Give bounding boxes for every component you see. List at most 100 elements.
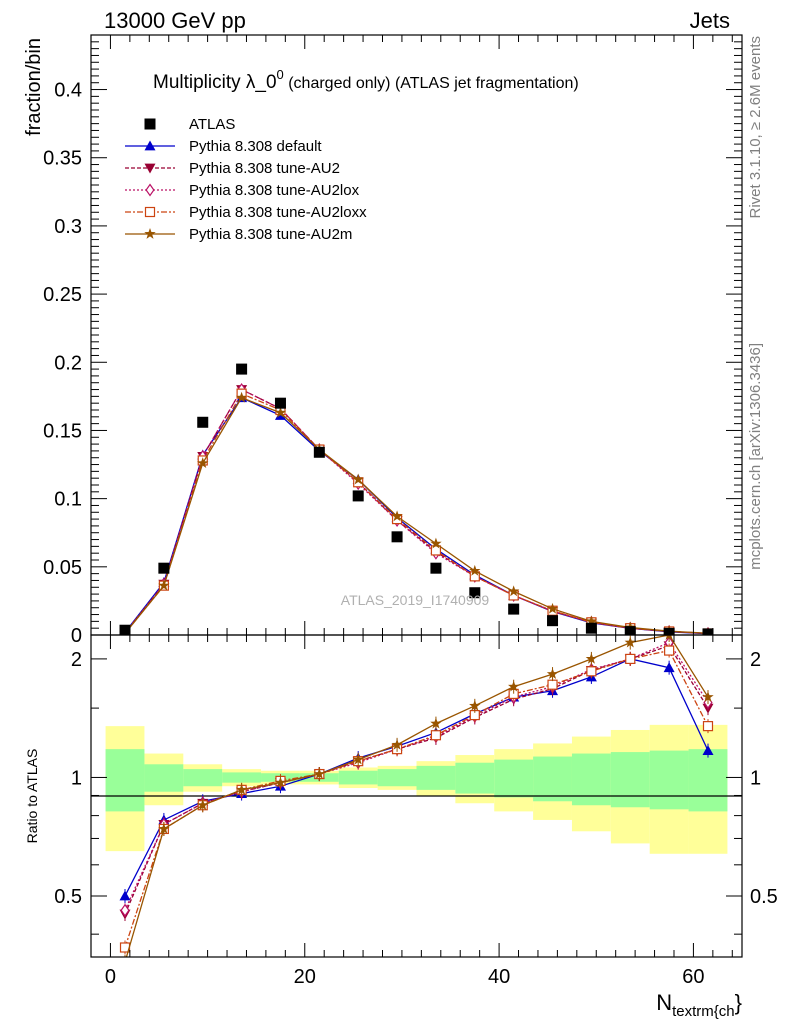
- band-inner-bin: [222, 772, 262, 783]
- ratio-4-point: [585, 652, 598, 664]
- ratio-3-point: [430, 730, 442, 741]
- y-tick-label: 0.2: [54, 352, 82, 374]
- series-4-point: [546, 602, 559, 614]
- ratio-tick-label-left: 1: [71, 767, 82, 789]
- ratio-3-point: [547, 679, 558, 690]
- ratio-2-point: [120, 903, 130, 917]
- ratio-4-point: [665, 635, 673, 640]
- atlas-data-point: [119, 624, 131, 635]
- series-4-point: [352, 473, 364, 485]
- ratio-0-point: [119, 890, 131, 901]
- ratio-4-point: [158, 822, 170, 834]
- legend-label: Pythia 8.308 default: [189, 138, 322, 155]
- ratio-series-layer: [119, 635, 714, 957]
- legend-marker: [144, 228, 156, 239]
- legend-marker: [144, 163, 156, 174]
- ratio-4-point: [546, 668, 559, 679]
- ratio-4-point: [197, 799, 209, 811]
- ratio-frame: [90, 634, 743, 958]
- y-tick-label: 0.05: [43, 557, 82, 579]
- legend: ATLAS Pythia 8.308 default Pythia 8.308 tu…: [125, 116, 367, 243]
- x-tick-label: 60: [682, 966, 704, 988]
- legend-label: Pythia 8.308 tune-AU2: [189, 160, 340, 177]
- atlas-data-point: [158, 562, 170, 574]
- ratio-4-point: [352, 753, 364, 765]
- ratio-0-point: [702, 745, 714, 755]
- atlas-data-point: [313, 446, 325, 458]
- ratio-3-point: [625, 653, 636, 665]
- band-inner-bin: [416, 765, 456, 790]
- band-inner-bin: [338, 770, 378, 785]
- atlas-data-point: [469, 587, 481, 599]
- series-line-3: [124, 392, 709, 635]
- ratio-4-point: [235, 783, 248, 795]
- ratio-line-4: [125, 635, 709, 957]
- series-4-point: [274, 406, 287, 418]
- atlas-data-point: [702, 628, 714, 635]
- ratio-4-point: [507, 680, 520, 692]
- atlas-data-point: [624, 626, 636, 635]
- ratio-4-point: [624, 636, 636, 648]
- atlas-data-point: [547, 615, 559, 627]
- ratio-axis-label: Ratio to ATLAS: [24, 749, 40, 844]
- series-4-point: [430, 537, 442, 549]
- ratio-4-point: [430, 717, 442, 729]
- ratio-4-point: [313, 768, 326, 779]
- atlas-data-point: [352, 490, 364, 502]
- y-tick-label: 0.4: [54, 80, 82, 102]
- ratio-tick-label-right: 0.5: [750, 886, 778, 908]
- y-axis-label: fraction/bin: [23, 38, 45, 136]
- ratio-4-point: [391, 738, 403, 750]
- ratio-4-point: [274, 776, 287, 788]
- series-4-point: [469, 564, 481, 576]
- atlas-data-point: [197, 416, 209, 428]
- legend-marker: [144, 206, 156, 218]
- atlas-data-point: [274, 397, 286, 409]
- atlas-data-point: [236, 363, 248, 375]
- x-tick-label: 40: [488, 966, 510, 988]
- atlas-data-point: [585, 622, 597, 634]
- atlas-data-point: [663, 627, 675, 635]
- atlas-data-point: [430, 562, 442, 574]
- series-4-point: [391, 510, 403, 522]
- mcplots-label: mcplots.cern.ch [arXiv:1306.3436]: [747, 343, 764, 570]
- ratio-line-3: [124, 649, 709, 948]
- series-line-1: [124, 388, 709, 635]
- band-inner-bin: [105, 749, 145, 812]
- band-inner-bin: [688, 749, 728, 812]
- ratio-tick-label-left: 2: [71, 649, 82, 671]
- legend-label: ATLAS: [189, 116, 235, 133]
- legend-label: Pythia 8.308 tune-AU2loxx: [189, 204, 367, 221]
- atlas-data-point: [391, 531, 403, 543]
- band-inner-bin: [144, 764, 184, 792]
- legend-label: Pythia 8.308 tune-AU2m: [189, 226, 352, 243]
- band-inner-bin: [571, 753, 611, 806]
- ratio-4-point: [702, 691, 714, 702]
- header-right: Jets: [690, 8, 730, 33]
- y-tick-label: 0.1: [54, 489, 82, 511]
- series-4-point: [158, 579, 170, 591]
- header-left: 13000 GeV pp: [104, 8, 246, 33]
- legend-marker: [144, 140, 156, 151]
- x-tick-label: 20: [294, 966, 316, 988]
- ratio-tick-label-left: 0.5: [54, 886, 82, 908]
- band-inner-bin: [494, 759, 534, 798]
- rivet-label: Rivet 3.1.10, ≥ 2.6M events: [747, 36, 764, 219]
- series-4-point: [507, 585, 520, 597]
- ratio-4-point: [469, 699, 481, 711]
- band-inner-bin: [183, 769, 223, 787]
- y-tick-label: 0.35: [43, 148, 82, 170]
- y-tick-label: 0.25: [43, 284, 82, 306]
- chart-title: Multiplicity λ_00 (charged only) (ATLAS …: [153, 67, 579, 93]
- y-tick-label: 0.3: [54, 216, 82, 238]
- band-inner-bin: [610, 752, 650, 808]
- axis-ticks: 0 20 40 60 0 0.05 0.1 0.15 0.2 0.25 0.3 0.35 0.4 0.5 0…: [43, 34, 778, 988]
- band-inner-bin: [455, 762, 495, 794]
- ratio-0-point: [663, 662, 675, 673]
- legend-marker: [144, 118, 156, 130]
- x-tick-label: 0: [105, 966, 116, 988]
- ratio-tick-label-right: 2: [750, 649, 761, 671]
- series-4-point: [585, 615, 598, 627]
- watermark: ATLAS_2019_I1740909: [341, 592, 490, 608]
